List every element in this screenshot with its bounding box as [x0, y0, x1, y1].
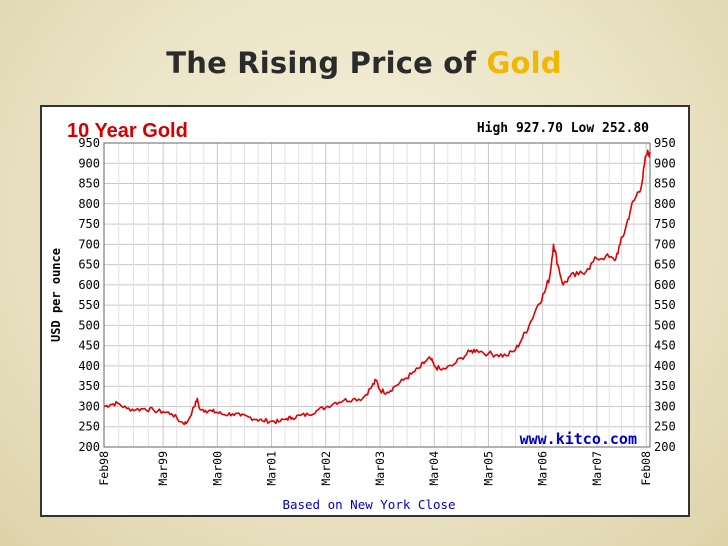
slide-title: The Rising Price of Gold [0, 46, 728, 80]
x-tick-label: Mar03 [373, 451, 387, 486]
x-tick-label: Mar99 [156, 451, 170, 486]
y-tick-label: 250 [78, 420, 100, 434]
y-tick-label: 800 [78, 197, 100, 211]
x-tick-label: Mar04 [427, 451, 441, 486]
gold-price-chart: 200 250 300 350 400 450 500 550 600 650 700 750 800 8… [49, 120, 676, 512]
x-tick-label: Mar01 [265, 451, 279, 486]
x-tick-label: Mar02 [319, 451, 333, 486]
y-tick-label-right: 600 [654, 278, 676, 292]
y-tick-label: 500 [78, 318, 100, 332]
kitco-watermark: www.kitco.com [520, 430, 637, 448]
x-tick-labels: Feb98 Mar99 Mar00 Mar01 Mar02 Mar03 Mar04 Mar05… [97, 451, 653, 486]
y-tick-label: 850 [78, 177, 100, 191]
y-tick-label-right: 500 [654, 318, 676, 332]
x-tick-label: Mar06 [536, 451, 550, 486]
x-tick-label: Feb08 [639, 451, 653, 486]
y-tick-label: 200 [78, 440, 100, 454]
grid [103, 142, 650, 448]
y-tick-label: 950 [78, 136, 100, 150]
y-tick-label-right: 250 [654, 420, 676, 434]
y-tick-label: 350 [78, 379, 100, 393]
price-series-line [103, 149, 651, 426]
y-tick-label-right: 450 [654, 339, 676, 353]
y-axis-label: USD per ounce [49, 248, 63, 342]
y-tick-label-right: 300 [654, 399, 676, 413]
y-tick-label-right: 650 [654, 258, 676, 272]
y-tick-label: 750 [78, 217, 100, 231]
y-tick-label: 600 [78, 278, 100, 292]
x-tick-label: Mar07 [590, 451, 604, 486]
chart-frame: 200 250 300 350 400 450 500 550 600 650 700 750 800 8… [40, 105, 690, 517]
y-tick-label-right: 900 [654, 156, 676, 170]
y-tick-label-right: 200 [654, 440, 676, 454]
y-tick-label-right: 950 [654, 136, 676, 150]
y-tick-label: 400 [78, 359, 100, 373]
y-tick-label: 300 [78, 399, 100, 413]
y-tick-label: 700 [78, 237, 100, 251]
slide-title-main: The Rising Price of [166, 46, 477, 80]
y-tick-label-right: 550 [654, 298, 676, 312]
y-tick-label: 900 [78, 156, 100, 170]
plot-area [103, 142, 651, 448]
y-tick-labels-right: 200 250 300 350 400 450 500 550 600 650 700 750 800 8… [654, 136, 676, 454]
y-tick-label-right: 700 [654, 237, 676, 251]
x-tick-label: Feb98 [97, 451, 111, 486]
x-axis-label: Based on New York Close [282, 497, 455, 512]
y-tick-label-right: 400 [654, 359, 676, 373]
y-tick-label-right: 800 [654, 197, 676, 211]
slide-title-accent: Gold [486, 46, 562, 80]
high-low-stats: High 927.70 Low 252.80 [477, 121, 649, 136]
y-tick-label-right: 350 [654, 379, 676, 393]
x-tick-label: Mar00 [210, 451, 224, 486]
y-tick-label: 450 [78, 339, 100, 353]
y-tick-label-right: 750 [654, 217, 676, 231]
y-tick-label-right: 850 [654, 177, 676, 191]
x-tick-label: Mar05 [481, 451, 495, 486]
y-tick-label: 650 [78, 258, 100, 272]
chart-title: 10 Year Gold [67, 120, 188, 142]
y-tick-labels-left: 200 250 300 350 400 450 500 550 600 650 700 750 800 8… [78, 136, 100, 454]
y-tick-label: 550 [78, 298, 100, 312]
